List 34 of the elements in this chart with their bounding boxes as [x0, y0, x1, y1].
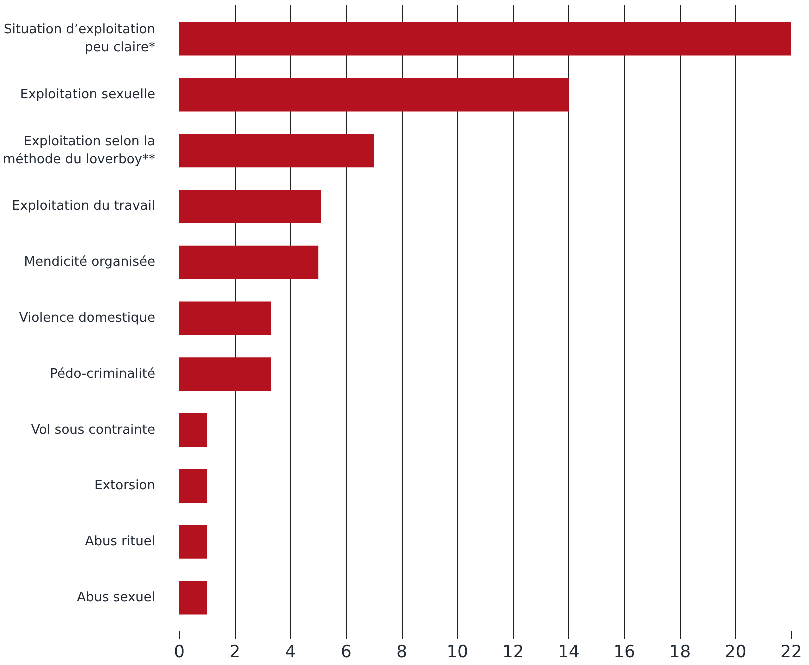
bar — [180, 22, 792, 56]
y-tick-label: Pédo-criminalité — [50, 366, 156, 382]
bar — [180, 302, 272, 336]
x-tick-label: 2 — [230, 642, 241, 662]
x-tick-label: 0 — [174, 642, 185, 662]
bar — [180, 525, 208, 559]
x-tick-label: 14 — [558, 642, 580, 662]
x-tick-label: 18 — [669, 642, 692, 662]
bar — [180, 358, 272, 392]
x-tick-label: 22 — [780, 642, 802, 662]
y-tick-label: Vol sous contrainte — [31, 422, 156, 438]
y-tick-label: Exploitation sexuelle — [20, 87, 156, 102]
x-tick-label: 4 — [285, 642, 296, 662]
bar — [180, 581, 208, 615]
bar — [180, 246, 319, 280]
x-tick-label: 20 — [725, 642, 747, 662]
y-tick-label: Extorsion — [94, 478, 156, 494]
y-tick-label: Violence domestique — [19, 311, 156, 326]
bar — [180, 134, 374, 168]
y-tick-label: Mendicité organisée — [24, 255, 156, 270]
y-tick-label: Situation d’exploitation peu claire* — [4, 22, 156, 56]
y-tick-label: Exploitation selon la méthode du loverboy** — [3, 134, 156, 168]
y-tick-label: Abus sexuel — [77, 590, 156, 606]
y-tick-label: Exploitation du travail — [12, 199, 156, 214]
x-tick-label: 8 — [396, 642, 408, 662]
bar — [180, 78, 569, 112]
bar — [180, 414, 208, 448]
y-tick-label: Abus rituel — [85, 534, 156, 550]
bar — [180, 190, 322, 224]
x-tick-label: 10 — [446, 642, 469, 662]
x-tick-label: 6 — [341, 642, 352, 662]
x-tick-label: 16 — [614, 642, 636, 662]
x-tick-label: 12 — [502, 642, 524, 662]
bar — [180, 469, 208, 503]
